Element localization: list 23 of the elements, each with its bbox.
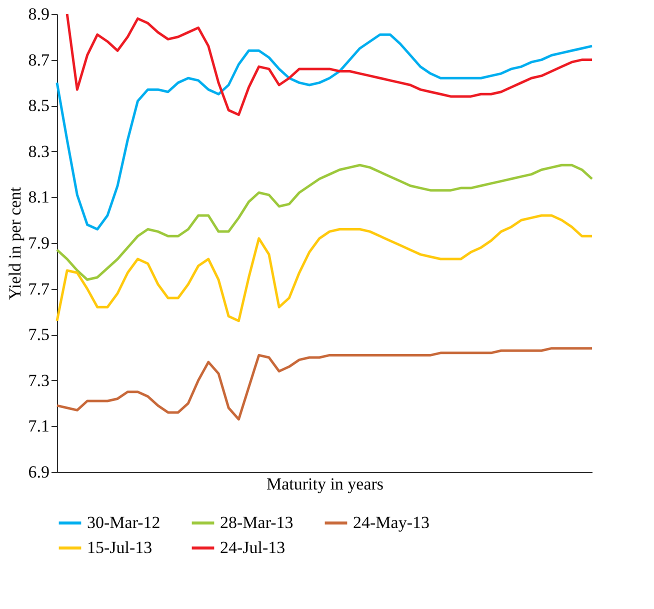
y-tick-label: 8.1 (28, 188, 50, 207)
y-tick-label: 8.5 (28, 96, 50, 116)
x-axis-title: Maturity in years (266, 474, 384, 494)
legend-label: 24-May-13 (353, 513, 430, 532)
y-tick-label: 7.9 (28, 234, 50, 252)
y-tick-label: 7.3 (28, 370, 50, 390)
legend-label: 28-Mar-13 (220, 513, 294, 532)
y-tick-label: 8.9 (28, 4, 50, 24)
legend-label: 15-Jul-13 (87, 538, 152, 557)
y-tick-label: 6.9 (28, 462, 50, 482)
y-tick-label: 8.7 (28, 50, 50, 70)
legend-label: 24-Jul-13 (220, 538, 286, 557)
line-series (56, 214, 594, 322)
legend-label: 30-Mar-12 (87, 513, 160, 532)
y-tick-label: 7.7 (28, 279, 50, 298)
line-series (66, 12, 594, 116)
y-tick-label: 8.3 (28, 142, 50, 161)
y-tick-label: 7.1 (28, 416, 50, 436)
line-series (56, 164, 594, 281)
line-series (56, 347, 594, 421)
y-tick-label: 7.5 (28, 325, 50, 344)
line-series (56, 33, 594, 231)
y-axis-title: Yield in per cent (5, 186, 24, 300)
